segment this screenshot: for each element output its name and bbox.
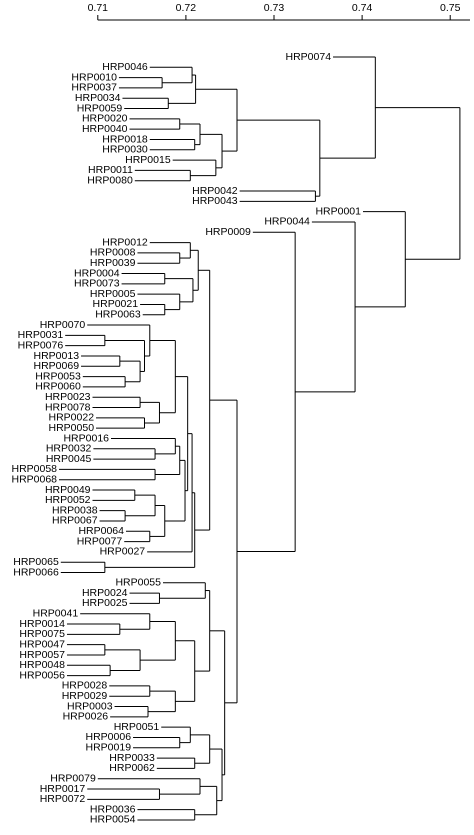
leaf-label: HRP0030 xyxy=(102,144,148,156)
leaf-label: HRP0063 xyxy=(95,309,141,321)
leaf-label: HRP0046 xyxy=(102,61,148,73)
leaf-label: HRP0012 xyxy=(102,236,148,248)
leaf-label: HRP0048 xyxy=(19,659,65,671)
x-tick-label: 0.74 xyxy=(352,2,373,14)
leaf-label: HRP0058 xyxy=(11,463,57,475)
leaf-label: HRP0003 xyxy=(67,700,113,712)
leaf-label: HRP0055 xyxy=(115,577,161,589)
x-tick-label: 0.75 xyxy=(440,2,461,14)
leaf-label: HRP0050 xyxy=(49,422,95,434)
leaf-label: HRP0023 xyxy=(45,391,91,403)
leaf-label: HRP0075 xyxy=(19,628,65,640)
leaf-label: HRP0064 xyxy=(78,525,124,537)
leaf-label: HRP0020 xyxy=(82,113,128,125)
leaf-label: HRP0017 xyxy=(40,783,86,795)
leaf-label: HRP0037 xyxy=(71,82,117,94)
leaf-label: HRP0045 xyxy=(46,453,92,465)
leaf-label: HRP0014 xyxy=(19,618,65,630)
leaf-label: HRP0047 xyxy=(19,638,65,650)
leaf-label: HRP0009 xyxy=(205,226,251,238)
leaf-label: HRP0041 xyxy=(33,608,79,620)
leaf-label: HRP0026 xyxy=(63,711,109,723)
leaf-label: HRP0042 xyxy=(192,185,238,197)
leaf-label: HRP0033 xyxy=(109,752,155,764)
leaf-label: HRP0072 xyxy=(40,793,86,805)
leaf-label: HRP0054 xyxy=(90,814,136,826)
leaf-label: HRP0056 xyxy=(19,669,65,681)
leaf-label: HRP0057 xyxy=(19,649,65,661)
leaf-label: HRP0027 xyxy=(100,546,146,558)
leaf-label: HRP0059 xyxy=(77,102,123,114)
leaf-label: HRP0019 xyxy=(86,742,132,754)
leaf-label: HRP0008 xyxy=(90,247,136,259)
leaf-label: HRP0006 xyxy=(86,731,132,743)
leaf-label: HRP0010 xyxy=(71,71,117,83)
leaf-label: HRP0038 xyxy=(52,504,98,516)
leaf-label: HRP0016 xyxy=(63,432,109,444)
leaf-label: HRP0053 xyxy=(35,370,81,382)
leaf-label: HRP0044 xyxy=(264,216,310,228)
leaf-label: HRP0049 xyxy=(45,484,91,496)
leaf-label: HRP0032 xyxy=(46,443,92,455)
leaf-label: HRP0013 xyxy=(34,350,80,362)
leaf-label: HRP0040 xyxy=(82,123,128,135)
leaf-label: HRP0051 xyxy=(114,721,160,733)
leaf-label: HRP0029 xyxy=(62,690,108,702)
leaf-label: HRP0039 xyxy=(90,257,136,269)
leaf-label: HRP0005 xyxy=(90,288,136,300)
x-tick-label: 0.72 xyxy=(176,2,197,14)
leaf-label: HRP0024 xyxy=(82,587,128,599)
leaf-label: HRP0077 xyxy=(77,535,123,547)
leaf-label: HRP0074 xyxy=(286,51,332,63)
x-tick-label: 0.71 xyxy=(88,2,109,14)
leaf-label: HRP0067 xyxy=(52,515,98,527)
leaf-label: HRP0079 xyxy=(50,772,96,784)
leaf-label: HRP0001 xyxy=(315,205,361,217)
leaf-label: HRP0025 xyxy=(82,597,128,609)
leaf-label: HRP0018 xyxy=(102,133,148,145)
leaf-label: HRP0068 xyxy=(11,473,57,485)
leaf-label: HRP0015 xyxy=(125,154,171,166)
leaf-label: HRP0028 xyxy=(62,680,108,692)
leaf-label: HRP0062 xyxy=(109,762,155,774)
leaf-label: HRP0066 xyxy=(13,566,59,578)
leaf-label: HRP0065 xyxy=(13,556,59,568)
leaf-label: HRP0070 xyxy=(40,319,86,331)
leaf-label: HRP0052 xyxy=(45,494,91,506)
leaf-label: HRP0034 xyxy=(75,92,121,104)
leaf-label: HRP0036 xyxy=(90,803,136,815)
leaf-label: HRP0069 xyxy=(34,360,80,372)
leaf-label: HRP0078 xyxy=(45,401,91,413)
leaf-label: HRP0011 xyxy=(88,164,133,176)
leaf-label: HRP0021 xyxy=(93,298,139,310)
x-tick-label: 0.73 xyxy=(264,2,285,14)
leaf-label: HRP0043 xyxy=(192,195,238,207)
leaf-label: HRP0080 xyxy=(87,175,133,187)
leaf-label: HRP0076 xyxy=(18,339,64,351)
leaf-label: HRP0022 xyxy=(49,412,95,424)
leaf-label: HRP0031 xyxy=(18,329,64,341)
leaf-label: HRP0060 xyxy=(35,381,81,393)
leaf-label: HRP0004 xyxy=(74,267,120,279)
leaf-label: HRP0073 xyxy=(74,278,120,290)
